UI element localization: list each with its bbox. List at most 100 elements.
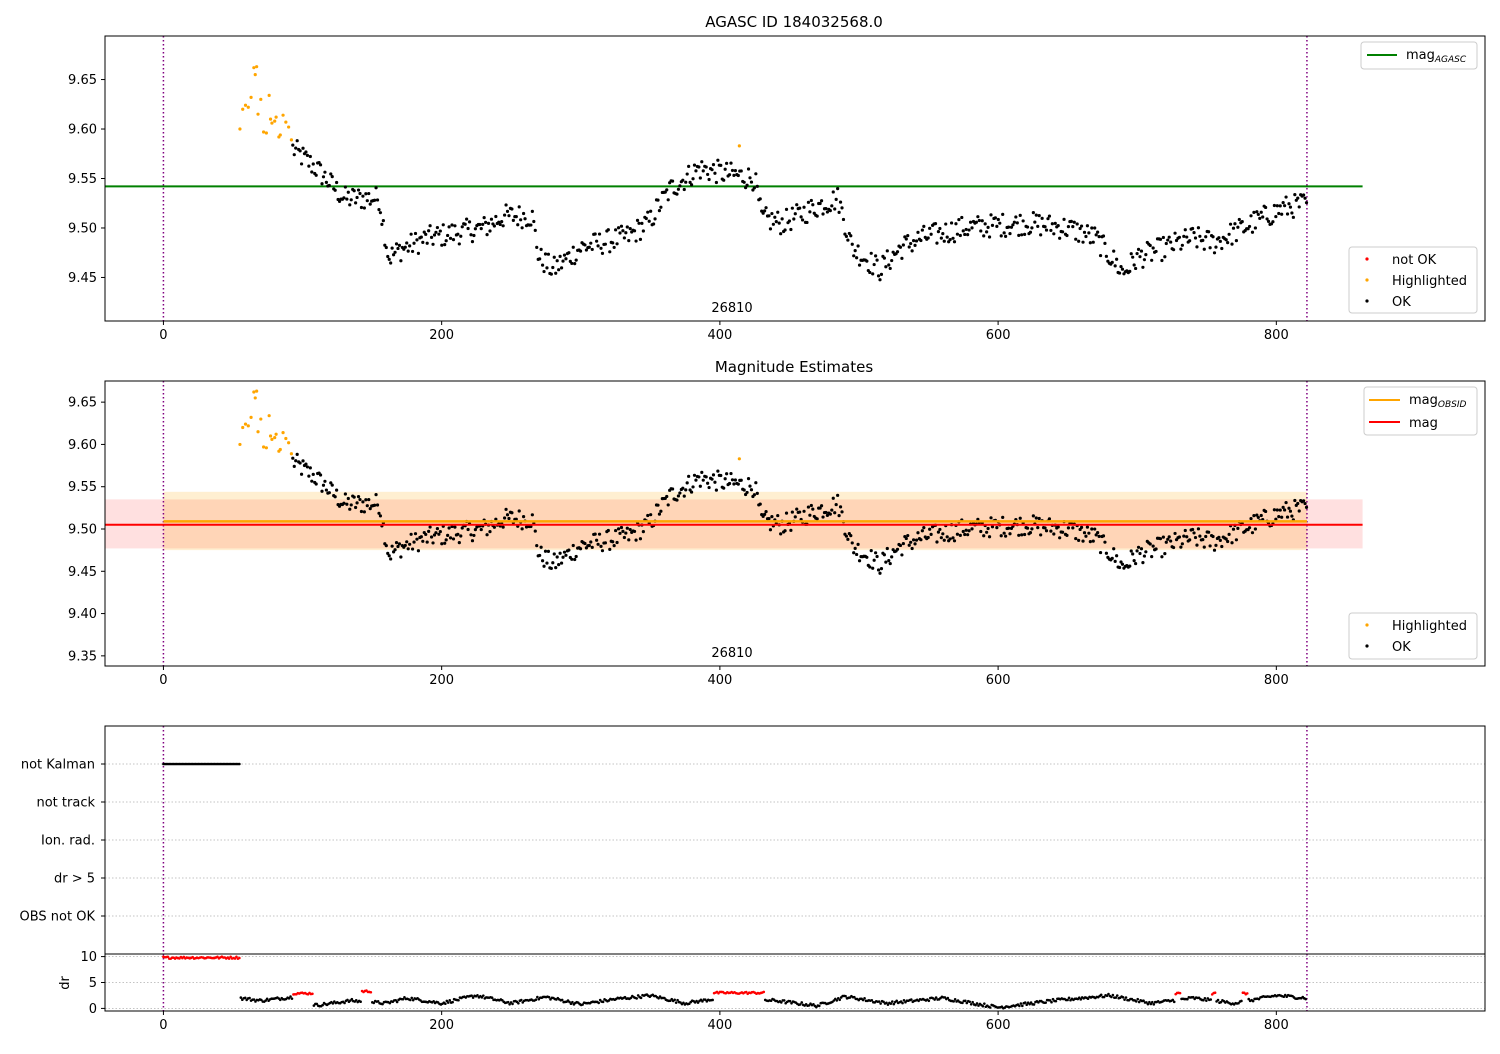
- ok-point: [362, 510, 366, 514]
- ok-point: [624, 531, 628, 535]
- ok-point: [1056, 525, 1060, 529]
- ok-point: [396, 246, 400, 251]
- ok-point: [952, 240, 957, 244]
- ok-point: [744, 186, 748, 190]
- ok-point: [1226, 539, 1230, 544]
- ok-point: [519, 218, 523, 222]
- ok-point: [1208, 246, 1212, 250]
- ok-point: [463, 222, 467, 226]
- ok-point: [951, 536, 955, 540]
- dr-point: [790, 1001, 793, 1005]
- ok-point: [1284, 500, 1288, 505]
- dr-point: [451, 1000, 454, 1004]
- ok-point: [292, 464, 296, 468]
- ok-point: [589, 241, 593, 245]
- ok-point: [736, 482, 740, 486]
- ok-point: [849, 234, 853, 238]
- ok-point: [1182, 534, 1186, 538]
- ok-point: [374, 186, 378, 190]
- ok-point: [1217, 236, 1221, 240]
- ok-point: [890, 258, 894, 263]
- ok-point: [1001, 212, 1005, 216]
- ok-point: [1031, 514, 1035, 518]
- ok-point: [446, 233, 450, 238]
- ok-point: [795, 203, 799, 207]
- dr-point: [471, 996, 475, 999]
- dr-point: [1219, 1000, 1223, 1004]
- ok-point: [684, 180, 688, 184]
- dr-point: [1121, 995, 1125, 999]
- ok-point: [571, 543, 575, 548]
- ok-point: [415, 238, 419, 242]
- highlighted-point: [249, 95, 253, 99]
- ok-point: [996, 217, 1000, 222]
- ok-point: [621, 229, 625, 233]
- ok-point: [830, 204, 834, 208]
- ok-point: [391, 253, 396, 257]
- ok-point: [1190, 527, 1195, 532]
- dr-point: [376, 1000, 380, 1003]
- ok-point: [634, 538, 638, 542]
- ok-point: [498, 222, 502, 227]
- ok-point: [1084, 534, 1088, 538]
- ok-point: [323, 170, 327, 174]
- ok-point: [1014, 215, 1018, 219]
- ok-point: [637, 221, 641, 225]
- ok-point: [768, 227, 773, 231]
- ok-point: [808, 513, 812, 517]
- ok-point: [758, 502, 762, 506]
- ok-point: [1039, 533, 1043, 537]
- ok-point: [714, 180, 719, 185]
- ok-point: [833, 511, 837, 515]
- dr-point: [432, 999, 435, 1003]
- ok-point: [819, 504, 824, 508]
- ok-point: [408, 542, 412, 546]
- ok-point: [641, 530, 645, 534]
- ok-point: [955, 232, 960, 236]
- ok-point: [1034, 516, 1038, 520]
- x-tick-label: 200: [429, 1018, 454, 1033]
- ok-point: [979, 529, 983, 534]
- ok-point: [486, 221, 491, 225]
- ok-point: [685, 172, 689, 176]
- ok-point: [1164, 241, 1168, 246]
- ok-point: [723, 477, 727, 481]
- ok-point: [1150, 555, 1154, 559]
- ok-point: [1188, 239, 1192, 243]
- ok-point: [1274, 517, 1278, 521]
- ok-point: [714, 488, 719, 492]
- dr-point: [381, 1002, 384, 1006]
- ok-point: [532, 219, 536, 224]
- ok-point: [424, 532, 428, 537]
- ok-point: [589, 540, 593, 544]
- ok-point: [489, 217, 494, 221]
- ok-point: [1169, 240, 1173, 244]
- ok-point: [635, 218, 640, 223]
- ok-point: [446, 533, 450, 537]
- ok-point: [562, 253, 567, 257]
- ok-point: [865, 259, 869, 263]
- dr-point: [635, 997, 638, 1000]
- ok-point: [1129, 252, 1133, 256]
- ok-point: [649, 513, 653, 517]
- ok-point: [1069, 219, 1073, 223]
- ok-point: [806, 200, 811, 204]
- dr-point: [1099, 993, 1103, 997]
- ok-point: [1036, 224, 1040, 228]
- dr-point: [476, 994, 479, 997]
- ok-point: [510, 207, 514, 211]
- ok-point: [1002, 231, 1006, 235]
- ok-point: [701, 478, 705, 482]
- dr-point: [1107, 992, 1110, 996]
- ok-point: [1247, 526, 1252, 530]
- ok-point: [308, 154, 312, 159]
- ok-point: [876, 274, 881, 278]
- ok-point: [802, 509, 806, 513]
- ok-point: [530, 209, 534, 213]
- highlighted-point: [259, 417, 263, 421]
- ok-point: [887, 559, 891, 563]
- ok-point: [503, 516, 507, 520]
- dr-point: [346, 998, 349, 1002]
- ok-point: [938, 527, 942, 532]
- ok-point: [627, 538, 631, 542]
